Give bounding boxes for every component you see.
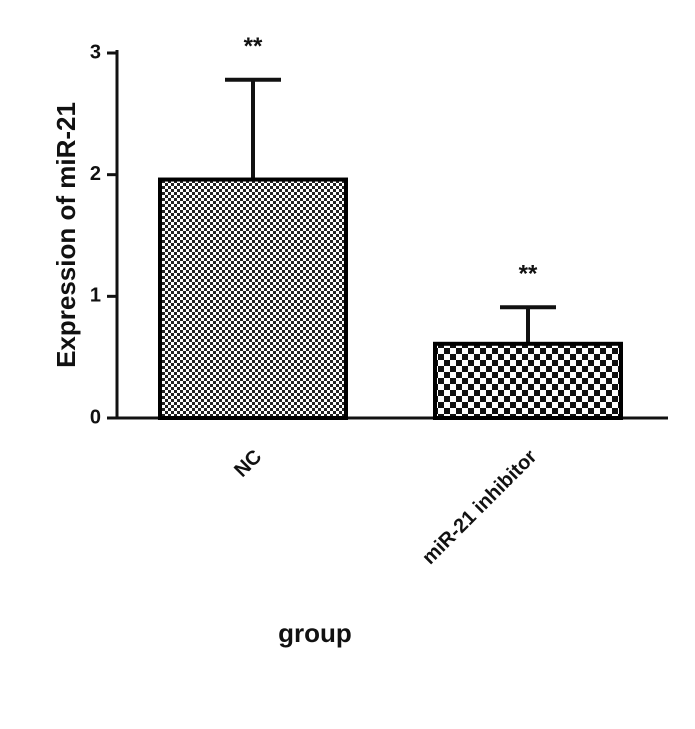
- y-axis-title: Expression of miR-21: [51, 102, 81, 368]
- y-tick-label: 0: [90, 406, 101, 428]
- significance-label: **: [244, 33, 263, 60]
- bar: [158, 177, 348, 420]
- x-tick-label: NC: [230, 446, 266, 482]
- y-tick-label: 3: [90, 41, 101, 63]
- y-tick-label: 1: [90, 285, 101, 307]
- x-tick-label: miR-21 inhibitor: [418, 446, 541, 569]
- x-axis-title: group: [278, 618, 352, 648]
- bar: [433, 341, 623, 420]
- y-tick-label: 2: [90, 163, 101, 185]
- significance-label: **: [519, 261, 538, 288]
